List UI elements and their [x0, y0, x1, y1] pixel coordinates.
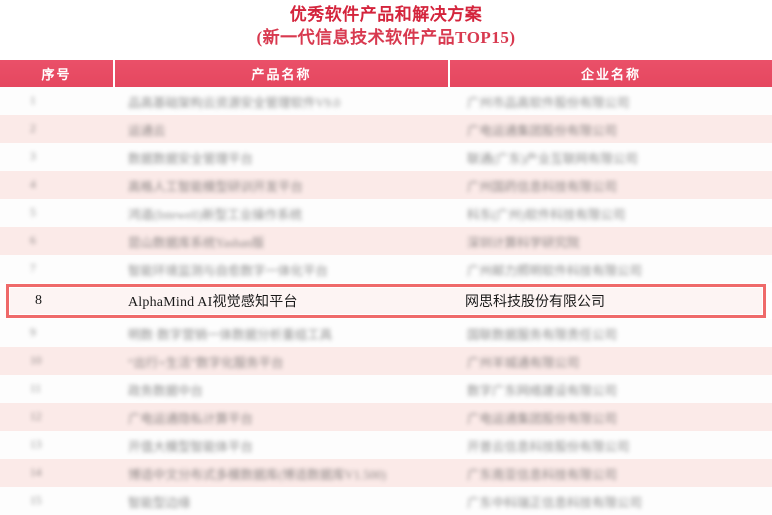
cell-index: 4: [30, 179, 36, 191]
cell-index: 1: [30, 95, 36, 107]
cell-company-name: 广州羊城通有限公司: [467, 355, 580, 370]
table-row[interactable]: 1 品高基础架构云资源安全管理软件V9.0 广州市品高软件股份有限公司: [0, 87, 772, 115]
cell-product-name: 明数·数字营销一体数据分析重组工具: [128, 327, 333, 342]
table-body: 1 品高基础架构云资源安全管理软件V9.0 广州市品高软件股份有限公司 2 运通云 广电运…: [0, 87, 772, 515]
cell-index: 5: [30, 207, 36, 219]
cell-company-name: 开普云信息科技股份有限公司: [467, 439, 630, 454]
column-header-company: 企业名称: [450, 60, 772, 87]
ranking-table: 序号 产品名称 企业名称 1 品高基础架构云资源安全管理软件V9.0 广州市品高软件…: [0, 60, 772, 515]
cell-index: 12: [30, 411, 42, 423]
cell-company-name: 广电运通集团股份有限公司: [467, 411, 618, 426]
cell-product-name: 政务数据中台: [128, 383, 204, 398]
cell-index: 7: [30, 263, 36, 275]
table-header-row: 序号 产品名称 企业名称: [0, 60, 772, 87]
cell-product-name: 智能环境监测与自愈数字一体化平台: [128, 263, 329, 278]
cell-index: 9: [30, 327, 36, 339]
cell-company-name: 广州市品高软件股份有限公司: [467, 95, 630, 110]
table-row[interactable]: 14 博适中文分布式多模数据库(博适数据库V1.500) 广东南亚信息科技有限公司: [0, 459, 772, 487]
cell-company-name: 广州邮力照明软件科技有限公司: [467, 263, 643, 278]
cell-product-name: 鸿道(Intewell)新型工业操作系统: [128, 207, 303, 222]
cell-index: 13: [30, 439, 42, 451]
cell-product-name: 广电运通隐私计算平台: [128, 411, 254, 426]
table-row[interactable]: 12 广电运通隐私计算平台 广电运通集团股份有限公司: [0, 403, 772, 431]
cell-product-name: “出行+生活”数字化服务平台: [128, 355, 284, 370]
table-row[interactable]: 3 数据数据安全管理平台 联通(广东)产业互联网有限公司: [0, 143, 772, 171]
cell-product-name: 品高基础架构云资源安全管理软件V9.0: [128, 95, 341, 110]
table-row[interactable]: 2 运通云 广电运通集团股份有限公司: [0, 115, 772, 143]
table-row[interactable]: 4 高格人工智能模型研训开发平台 广州国药信息科技有限公司: [0, 171, 772, 199]
table-row[interactable]: 5 鸿道(Intewell)新型工业操作系统 科东(广州)软件科技有限公司: [0, 199, 772, 227]
cell-index: 15: [30, 495, 42, 507]
table-row[interactable]: 15 智能型边缘 广东中科瑞正信息科技有限公司: [0, 487, 772, 515]
cell-company-name: 广州国药信息科技有限公司: [467, 179, 618, 194]
cell-index: 8: [35, 293, 42, 308]
cell-product-name: AlphaMind AI视觉感知平台: [128, 295, 298, 310]
title-block: 优秀软件产品和解决方案 (新一代信息技术软件产品TOP15): [0, 0, 772, 50]
cell-company-name: 联通(广东)产业互联网有限公司: [467, 151, 638, 166]
column-header-product: 产品名称: [115, 60, 450, 87]
cell-company-name: 数字广东网络建设有限公司: [467, 383, 618, 398]
cell-company-name: 国联数据服务有限责任公司: [467, 327, 618, 342]
cell-company-name: 科东(广州)软件科技有限公司: [467, 207, 626, 222]
cell-company-name: 广东南亚信息科技有限公司: [467, 467, 618, 482]
page-title: 优秀软件产品和解决方案: [289, 5, 483, 24]
cell-index: 10: [30, 355, 42, 367]
table-row[interactable]: 11 政务数据中台 数字广东网络建设有限公司: [0, 375, 772, 403]
cell-company-name: 广东中科瑞正信息科技有限公司: [467, 495, 643, 510]
cell-product-name: 数据数据安全管理平台: [128, 151, 254, 166]
cell-product-name: 博适中文分布式多模数据库(博适数据库V1.500): [128, 467, 386, 482]
cell-product-name: 高格人工智能模型研训开发平台: [128, 179, 304, 194]
cell-index: 2: [30, 123, 36, 135]
cell-product-name: 昆山数据库系统Yashan版: [128, 235, 265, 250]
cell-index: 3: [30, 151, 36, 163]
table-row[interactable]: 6 昆山数据库系统Yashan版 深圳计算科学研究院: [0, 227, 772, 255]
cell-product-name: 智能型边缘: [128, 495, 191, 510]
table-row-highlighted[interactable]: 8 AlphaMind AI视觉感知平台 网思科技股份有限公司: [6, 284, 766, 318]
table-row[interactable]: 7 智能环境监测与自愈数字一体化平台 广州邮力照明软件科技有限公司: [0, 255, 772, 283]
table-row[interactable]: 10 “出行+生活”数字化服务平台 广州羊城通有限公司: [0, 347, 772, 375]
cell-company-name: 广电运通集团股份有限公司: [467, 123, 618, 138]
cell-product-name: 运通云: [128, 123, 166, 138]
cell-index: 14: [30, 467, 42, 479]
table-row[interactable]: 13 开值大模型智能体平台 开普云信息科技股份有限公司: [0, 431, 772, 459]
cell-company-name: 网思科技股份有限公司: [465, 295, 605, 310]
column-header-index: 序号: [0, 60, 115, 87]
cell-product-name: 开值大模型智能体平台: [128, 439, 254, 454]
cell-index: 6: [30, 235, 36, 247]
page-subtitle: (新一代信息技术软件产品TOP15): [256, 28, 516, 47]
table-row[interactable]: 9 明数·数字营销一体数据分析重组工具 国联数据服务有限责任公司: [0, 319, 772, 347]
cell-company-name: 深圳计算科学研究院: [467, 235, 580, 250]
cell-index: 11: [30, 383, 42, 395]
